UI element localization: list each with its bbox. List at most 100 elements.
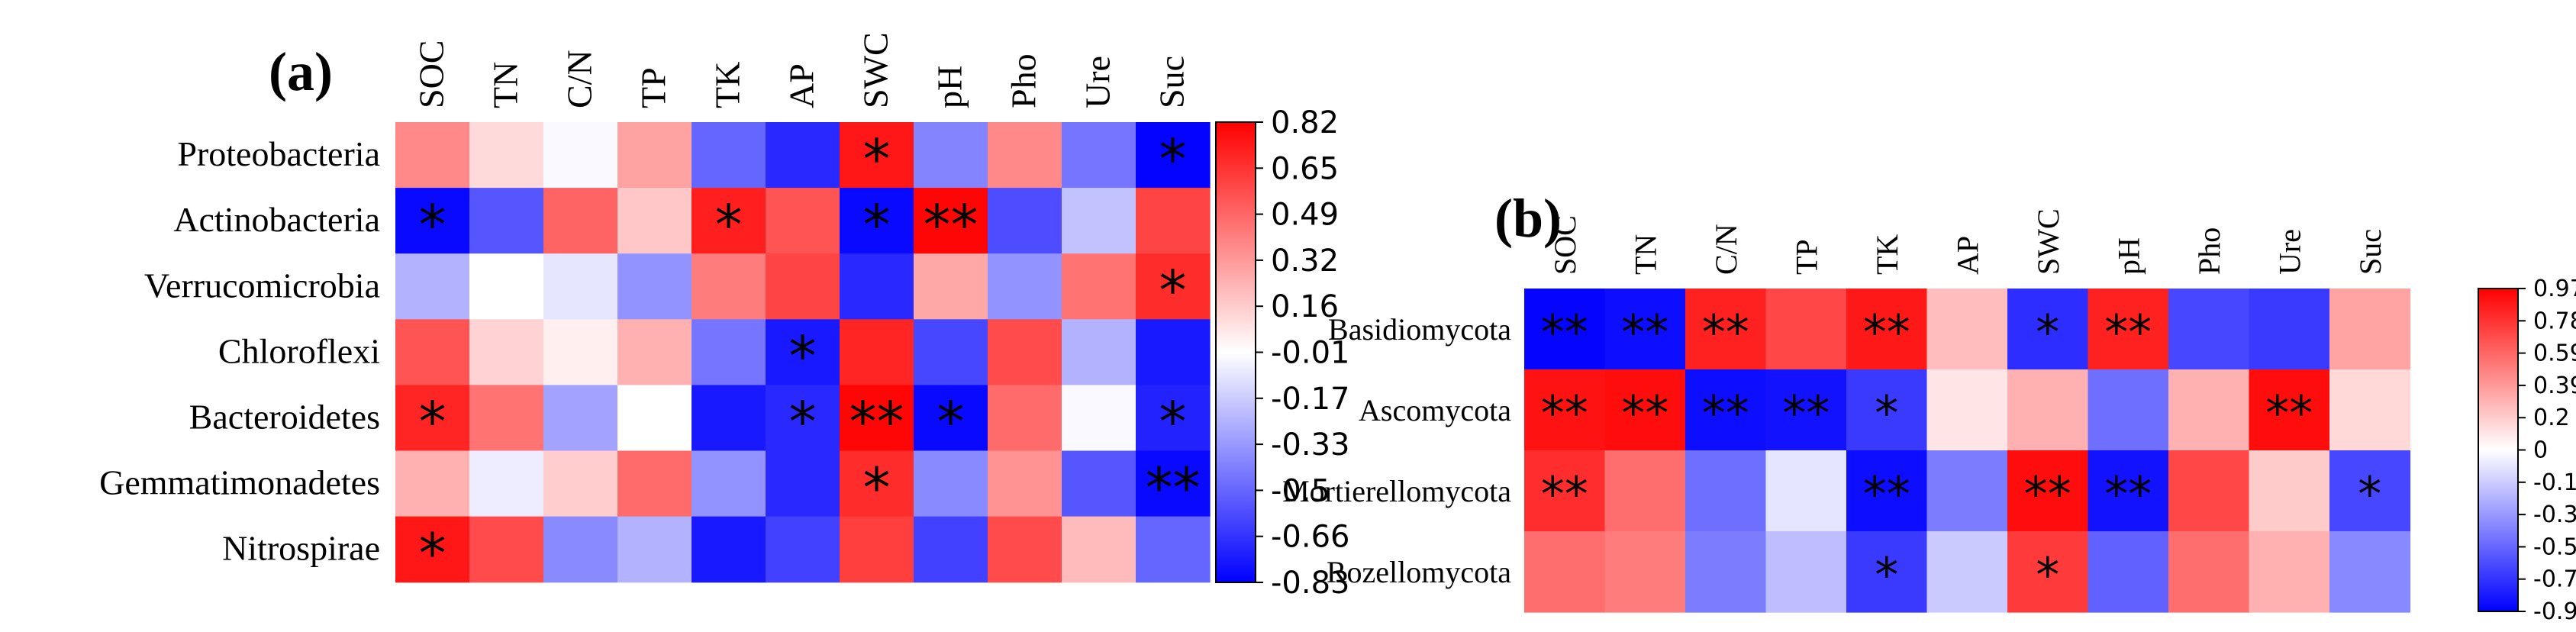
heatmap-cell	[2088, 450, 2169, 532]
heatmap-cell	[1765, 369, 1847, 451]
heatmap-cell	[692, 188, 766, 254]
heatmap-cell	[1524, 450, 1606, 532]
colorbar-tick-label: 0.78	[2533, 308, 2576, 334]
column-label: SOC	[1548, 215, 1582, 275]
significance-marker: **	[1702, 385, 1749, 441]
heatmap-cell	[2249, 531, 2330, 613]
row-label: Actinobacteria	[173, 200, 380, 239]
column-label: TN	[486, 62, 525, 108]
colorbar-tick-label: 0.82	[1271, 105, 1339, 140]
colorbar-tick-label: 0.49	[1271, 198, 1339, 233]
heatmap-cell	[692, 450, 766, 518]
column-label: pH	[930, 66, 969, 108]
column-label: Ure	[2272, 229, 2307, 275]
heatmap-cell	[469, 385, 544, 452]
heatmap-cell	[840, 188, 914, 254]
heatmap-cell	[1926, 369, 2008, 451]
row-label: Rozellomycota	[1327, 555, 1511, 589]
heatmap-cell	[395, 253, 470, 320]
heatmap-cell	[840, 253, 914, 320]
significance-marker: *	[863, 127, 891, 191]
colorbar-a	[1215, 121, 1256, 583]
heatmap-cell	[1062, 122, 1136, 189]
significance-marker: *	[715, 192, 743, 256]
heatmap-cell	[1846, 450, 1928, 532]
heatmap-cell	[617, 188, 692, 254]
colorbar-tick-label: -0.66	[1271, 520, 1350, 555]
heatmap-cell	[1685, 450, 1767, 532]
heatmap-cell	[840, 319, 914, 385]
heatmap-cell	[395, 188, 470, 254]
significance-marker: **	[1541, 466, 1588, 522]
colorbar-tick-label: -0.19	[2533, 469, 2576, 496]
heatmap-cell	[395, 122, 470, 189]
row-label: Gemmatimonadetes	[99, 463, 380, 502]
heatmap-cell	[2007, 369, 2089, 451]
heatmap-cell	[617, 450, 692, 518]
significance-marker: **	[850, 390, 904, 454]
heatmap-cell	[2088, 369, 2169, 451]
column-label: AP	[782, 63, 821, 108]
heatmap-cell	[988, 450, 1062, 518]
heatmap-cell	[2007, 450, 2089, 532]
column-label: TK	[1870, 234, 1904, 275]
heatmap-cell	[1062, 516, 1136, 583]
heatmap-cell	[766, 319, 840, 385]
heatmap-cell	[988, 385, 1062, 452]
heatmap-cell	[1846, 289, 1928, 370]
significance-marker: *	[2358, 466, 2381, 522]
significance-marker: *	[1875, 385, 1898, 441]
heatmap-cell	[840, 450, 914, 518]
row-label: Proteobacteria	[177, 134, 380, 173]
column-label: SWC	[856, 32, 895, 108]
heatmap-cell	[1604, 450, 1686, 532]
heatmap-cell	[469, 122, 544, 189]
heatmap-cell	[1604, 369, 1686, 451]
colorbar-tick-label: 0.65	[1271, 151, 1339, 186]
significance-marker: **	[1541, 385, 1588, 441]
heatmap-cell	[766, 450, 840, 518]
column-label: TP	[634, 67, 673, 108]
column-label: SWC	[2031, 208, 2065, 275]
heatmap-cell	[1685, 369, 1767, 451]
column-label: SOC	[412, 40, 451, 108]
significance-marker: *	[419, 390, 447, 454]
heatmap-cell	[692, 253, 766, 320]
significance-marker: *	[1159, 258, 1187, 322]
significance-marker: *	[419, 521, 447, 585]
row-label: Ascomycota	[1359, 393, 1511, 427]
heatmap-cell	[395, 450, 470, 518]
column-label: TN	[1628, 234, 1662, 275]
column-label: Suc	[2353, 229, 2387, 275]
heatmap-cell	[1524, 289, 1606, 370]
significance-marker: **	[2104, 466, 2152, 522]
heatmap-cell	[914, 122, 988, 189]
heatmap-cell	[2168, 289, 2250, 370]
heatmap-cell	[543, 319, 618, 385]
heatmap-cell	[1136, 319, 1211, 385]
column-label: Suc	[1153, 56, 1191, 108]
heatmap-cell	[2329, 369, 2411, 451]
colorbar-tick-label: -0.17	[1271, 382, 1350, 417]
significance-marker: **	[1702, 305, 1749, 360]
heatmap-cell	[1685, 289, 1767, 370]
column-label: AP	[1950, 236, 1984, 275]
significance-marker: *	[863, 192, 891, 256]
heatmap-cell	[766, 122, 840, 189]
heatmap-cell	[1062, 188, 1136, 254]
significance-marker: **	[1782, 385, 1830, 441]
heatmap-cell	[988, 253, 1062, 320]
row-label: Basidiomycota	[1328, 312, 1511, 347]
significance-marker: **	[2265, 385, 2313, 441]
significance-marker: *	[1159, 127, 1187, 191]
heatmap-cell	[2249, 369, 2330, 451]
heatmap-cell	[1136, 188, 1211, 254]
heatmap-cell	[543, 516, 618, 583]
panel-b-label: (b)	[1494, 188, 1562, 249]
heatmap-cell	[692, 319, 766, 385]
colorbar-tick-label: 0.59	[2533, 340, 2576, 367]
heatmap-cell	[914, 516, 988, 583]
heatmap-cell	[617, 385, 692, 452]
colorbar-tick-label: 0.2	[2533, 405, 2570, 431]
